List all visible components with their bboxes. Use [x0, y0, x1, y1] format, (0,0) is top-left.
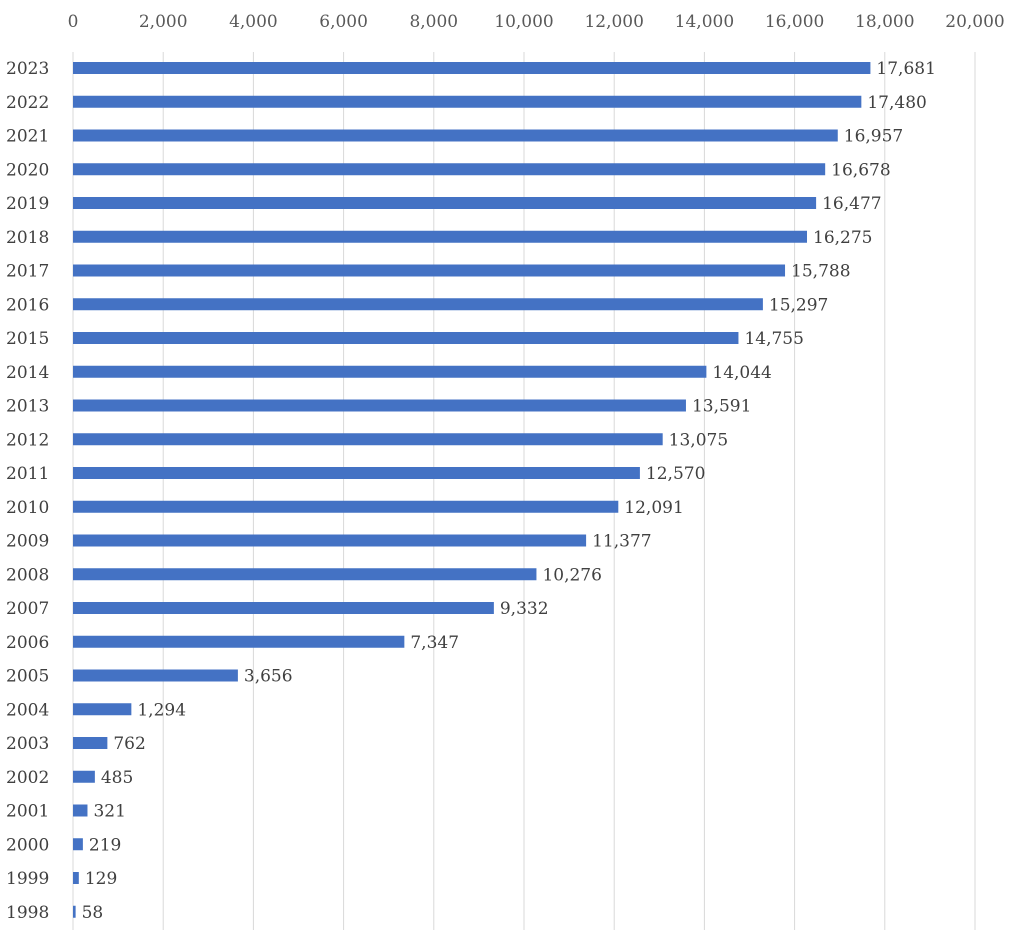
y-category-label: 2020	[6, 160, 49, 180]
data-label: 10,276	[542, 565, 601, 585]
y-category-label: 1999	[6, 869, 49, 889]
x-tick-label: 0	[68, 12, 79, 32]
y-category-label: 2018	[6, 228, 49, 248]
bar	[73, 737, 108, 749]
data-label: 762	[113, 734, 145, 754]
x-tick-label: 18,000	[855, 12, 914, 32]
y-category-label: 2001	[6, 802, 49, 822]
bar	[73, 770, 95, 783]
y-category-label: 2003	[6, 734, 49, 754]
y-category-label: 2014	[6, 363, 49, 383]
bar	[73, 399, 686, 412]
y-category-label: 2002	[6, 768, 49, 788]
bar	[73, 264, 786, 277]
labels: 2023 17,681 2022 17,480 2021 16,957 2020 16,678…	[6, 59, 936, 923]
y-category-label: 2006	[6, 633, 49, 653]
bar	[73, 129, 838, 142]
data-label: 16,275	[813, 228, 872, 248]
bar	[73, 433, 663, 446]
data-label: 16,957	[844, 127, 903, 147]
y-category-label: 2004	[6, 700, 49, 720]
x-tick-label: 20,000	[945, 12, 1004, 32]
data-label: 3,656	[244, 667, 293, 687]
y-category-label: 2022	[6, 93, 49, 113]
bar	[73, 804, 88, 817]
y-category-label: 2017	[6, 262, 49, 282]
x-tick-label: 12,000	[584, 12, 643, 32]
data-label: 15,297	[769, 295, 828, 315]
y-category-label: 2012	[6, 430, 49, 450]
data-label: 15,788	[791, 262, 850, 282]
bar	[73, 905, 76, 918]
data-label: 9,332	[500, 599, 549, 619]
data-label: 14,755	[744, 329, 803, 349]
bar	[73, 298, 763, 311]
x-tick-label: 16,000	[765, 12, 824, 32]
data-label: 321	[93, 802, 125, 822]
bar	[73, 332, 739, 344]
data-label: 58	[82, 903, 104, 923]
y-category-label: 1998	[6, 903, 49, 923]
bar	[73, 95, 862, 108]
bar	[73, 669, 238, 682]
bar	[73, 534, 587, 547]
data-label: 11,377	[592, 532, 651, 552]
bar	[73, 500, 619, 513]
data-label: 1,294	[137, 700, 186, 720]
y-category-label: 2013	[6, 397, 49, 417]
y-category-label: 2019	[6, 194, 49, 214]
data-label: 12,570	[646, 464, 705, 484]
bar	[73, 197, 817, 209]
bar	[73, 703, 132, 716]
data-label: 17,480	[867, 93, 926, 113]
bar	[73, 365, 707, 378]
bar	[73, 62, 871, 74]
data-label: 16,477	[822, 194, 881, 214]
y-category-label: 2016	[6, 295, 49, 315]
data-label: 12,091	[624, 498, 683, 518]
gridlines	[72, 52, 976, 930]
y-category-label: 2000	[6, 835, 49, 855]
y-category-label: 2011	[6, 464, 49, 484]
data-label: 17,681	[876, 59, 935, 79]
data-label: 129	[85, 869, 117, 889]
data-label: 13,075	[669, 430, 728, 450]
y-category-label: 2005	[6, 667, 49, 687]
bar	[73, 838, 83, 851]
x-tick-label: 2,000	[139, 12, 188, 32]
x-tick-label: 8,000	[409, 12, 458, 32]
y-category-label: 2010	[6, 498, 49, 518]
x-tick-label: 14,000	[675, 12, 734, 32]
bar	[73, 230, 808, 243]
bar	[73, 602, 494, 614]
bar	[73, 635, 405, 648]
bar	[73, 872, 79, 884]
y-category-label: 2015	[6, 329, 49, 349]
data-label: 7,347	[410, 633, 459, 653]
x-tick-label: 4,000	[229, 12, 278, 32]
x-tick-label: 10,000	[494, 12, 553, 32]
x-axis-ticks: 0 2,000 4,000 6,000 8,000 10,000 12,000 14,000 1…	[68, 12, 1005, 32]
bar	[73, 163, 826, 176]
bar	[73, 467, 640, 479]
y-category-label: 2021	[6, 127, 49, 147]
y-category-label: 2007	[6, 599, 49, 619]
y-category-label: 2023	[6, 59, 49, 79]
bar	[73, 568, 537, 581]
y-category-label: 2008	[6, 565, 49, 585]
y-category-label: 2009	[6, 532, 49, 552]
data-label: 16,678	[831, 160, 890, 180]
x-tick-label: 6,000	[319, 12, 368, 32]
data-label: 219	[89, 835, 121, 855]
data-label: 13,591	[692, 397, 751, 417]
data-label: 14,044	[712, 363, 771, 383]
data-label: 485	[101, 768, 133, 788]
bars	[73, 62, 871, 918]
